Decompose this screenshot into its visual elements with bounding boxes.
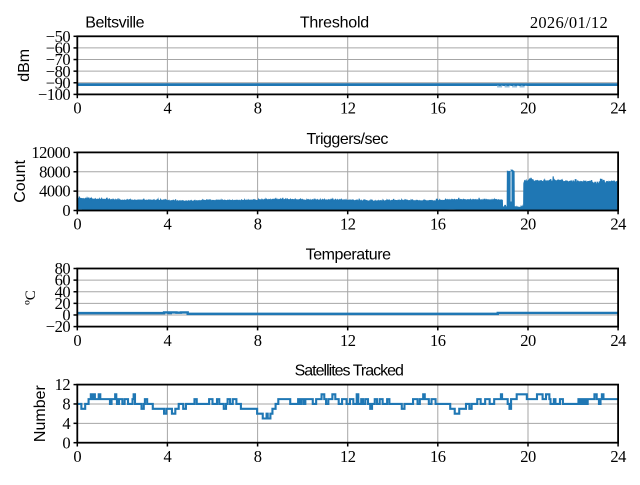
svg-text:4: 4 [164, 99, 172, 118]
svg-text:12: 12 [340, 331, 356, 350]
svg-text:−50: −50 [46, 27, 71, 46]
svg-text:Temperature: Temperature [306, 247, 391, 264]
svg-text:−20: −20 [46, 317, 71, 336]
svg-text:40: 40 [55, 282, 71, 301]
svg-text:Triggers/sec: Triggers/sec [306, 131, 388, 148]
svg-text:ºC: ºC [23, 290, 39, 305]
svg-text:4: 4 [164, 447, 172, 466]
svg-text:8: 8 [254, 99, 262, 118]
svg-text:20: 20 [520, 99, 536, 118]
svg-text:−90: −90 [46, 73, 71, 92]
svg-text:4000: 4000 [39, 182, 70, 201]
svg-text:−60: −60 [46, 39, 71, 58]
svg-text:−100: −100 [38, 85, 70, 104]
svg-text:−70: −70 [46, 50, 71, 69]
svg-text:0: 0 [62, 306, 70, 325]
svg-text:24: 24 [610, 99, 626, 118]
svg-text:8000: 8000 [39, 162, 70, 181]
svg-text:16: 16 [430, 331, 446, 350]
svg-text:Beltsville: Beltsville [85, 15, 144, 32]
svg-text:0: 0 [73, 447, 81, 466]
svg-text:4: 4 [164, 215, 172, 234]
svg-text:20: 20 [520, 447, 536, 466]
svg-text:4: 4 [62, 414, 70, 433]
svg-text:Threshold: Threshold [300, 15, 369, 32]
svg-text:8: 8 [254, 447, 262, 466]
svg-text:16: 16 [430, 215, 446, 234]
svg-text:20: 20 [520, 215, 536, 234]
svg-text:12: 12 [340, 99, 356, 118]
svg-text:2026/01/12: 2026/01/12 [530, 13, 608, 32]
svg-text:0: 0 [73, 331, 81, 350]
svg-text:0: 0 [62, 201, 70, 220]
svg-text:8: 8 [62, 395, 70, 414]
svg-text:Satellites Tracked: Satellites Tracked [295, 363, 403, 380]
svg-text:20: 20 [55, 294, 71, 313]
svg-text:20: 20 [520, 331, 536, 350]
svg-text:12: 12 [55, 375, 71, 394]
svg-text:12: 12 [340, 215, 356, 234]
svg-text:16: 16 [430, 447, 446, 466]
svg-text:0: 0 [62, 433, 70, 452]
svg-text:−80: −80 [46, 62, 71, 81]
svg-text:16: 16 [430, 99, 446, 118]
svg-text:dBm: dBm [16, 49, 33, 82]
svg-text:Number: Number [32, 384, 49, 442]
svg-text:4: 4 [164, 331, 172, 350]
svg-text:24: 24 [610, 215, 626, 234]
svg-text:24: 24 [610, 447, 626, 466]
svg-text:Count: Count [12, 160, 29, 203]
svg-text:60: 60 [55, 271, 71, 290]
svg-text:12000: 12000 [31, 143, 70, 162]
svg-text:0: 0 [73, 215, 81, 234]
svg-text:80: 80 [55, 259, 71, 278]
svg-text:8: 8 [254, 215, 262, 234]
svg-text:24: 24 [610, 331, 626, 350]
svg-text:0: 0 [73, 99, 81, 118]
svg-text:12: 12 [340, 447, 356, 466]
svg-text:8: 8 [254, 331, 262, 350]
